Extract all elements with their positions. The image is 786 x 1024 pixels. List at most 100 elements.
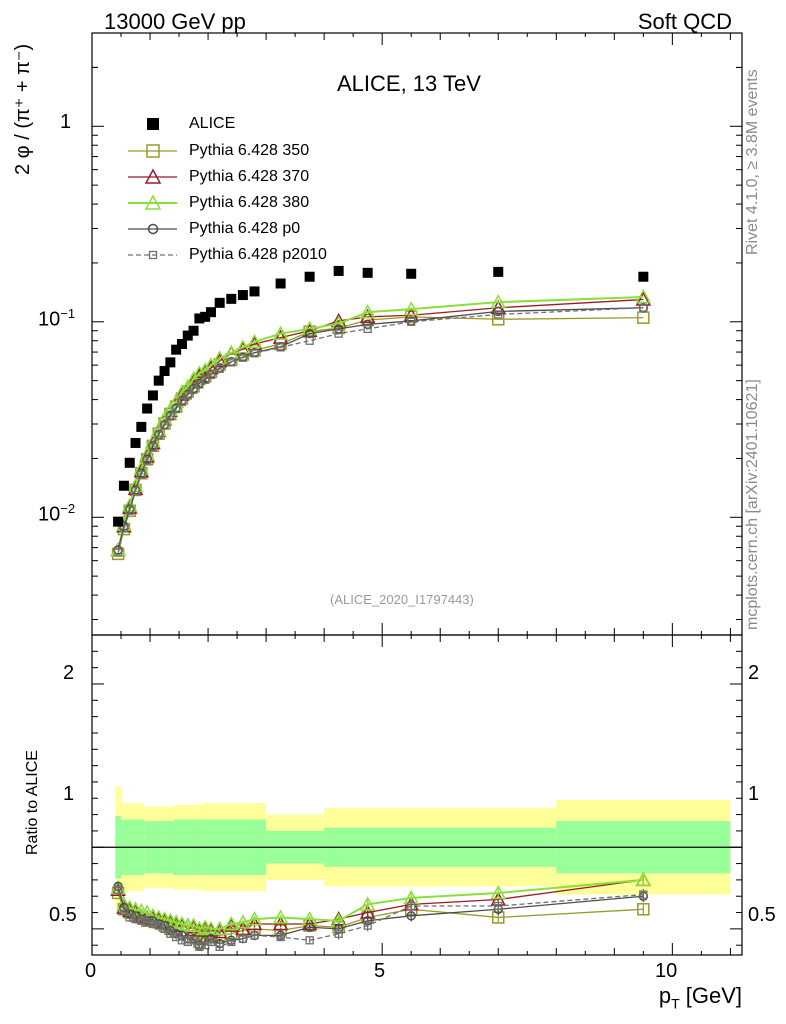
ratio-point-0-27 [637,903,650,916]
alice-point-24 [362,267,373,278]
main-line-3 [117,307,644,551]
main-point-4-26 [494,310,503,319]
main-point-4-18 [227,358,236,367]
ratio-point-4-22 [305,936,314,945]
main-point-4-15 [201,375,210,384]
legend-label-380: Pythia 6.428 380 [189,194,310,211]
main-point-0-20 [248,344,261,357]
ratio-point-4-11 [177,936,187,945]
main-point-2-20 [246,333,263,349]
alice-point-19 [237,290,248,301]
main-point-4-4 [137,470,146,479]
alice-point-14 [194,313,205,324]
main-y-tick-0.01: 10−2 [38,501,75,527]
alice-point-18 [226,293,237,304]
alice-point-11 [176,338,187,349]
ratio-point-4-3 [131,914,140,924]
ratio-point-4-5 [142,918,152,927]
main-y-axis-label: 2 φ / (π⁺ + π⁻) [12,43,34,175]
legend-label-p2010: Pythia 6.428 p2010 [189,246,327,263]
main-point-4-10 [172,404,181,414]
ratio-frame [91,634,743,956]
ratio-point-4-0 [113,885,123,894]
main-point-1-27 [635,291,652,306]
alice-point-21 [275,278,286,289]
ratio-point-2-13 [185,917,202,932]
ratio-point-4-19 [238,934,248,943]
ratio-point-3-25 [406,911,416,921]
ratio-uncertainty-band [92,786,742,908]
ratio-point-4-17 [215,942,224,951]
alice-point-4 [136,421,147,432]
analysis-id: (ALICE_2020_I1797443) [330,592,474,607]
alice-point-27 [638,271,649,282]
main-point-1-23 [330,312,347,328]
alice-point-17 [214,297,225,308]
ratio-series [110,871,652,951]
ratio-y-tick-0.5-right: 0.5 [748,904,776,926]
ratio-point-4-6 [148,919,158,929]
main-point-4-27 [639,303,648,312]
ratio-y-tick-2: 2 [63,662,75,684]
legend-label-350: Pythia 6.428 350 [189,142,310,159]
plot-title: ALICE, 13 TeV [337,71,481,96]
ratio-y-axis-label: Ratio to ALICE [24,750,41,855]
energy-header: 13000 GeV pp [104,9,246,34]
ratio-point-4-13 [189,936,198,945]
alice-point-5 [142,403,153,414]
alice-point-20 [249,286,260,297]
x-label-unit: [GeV] [679,983,742,1008]
ratio-point-4-4 [137,916,146,925]
ratio-point-4-1 [119,906,129,916]
alice-point-8 [159,366,170,377]
alice-point-22 [304,271,315,282]
main-point-4-22 [305,336,314,345]
legend-markers [128,118,177,260]
main-point-4-25 [407,317,416,326]
x-axis-label: pT [GeV] [659,983,742,1011]
alice-point-3 [130,437,141,448]
ratio-point-4-8 [160,924,169,934]
main-point-4-11 [177,397,187,406]
legend-label-p0: Pythia 6.428 p0 [189,220,301,237]
main-y-tick-0.1-base: 10 [38,308,61,331]
ratio-y-tick-0.5: 0.5 [49,904,77,926]
alice-point-13 [188,325,199,336]
x-tick-10: 10 [655,960,678,982]
main-point-4-16 [206,370,216,380]
main-point-2-24 [359,304,376,319]
main-point-2-27 [635,288,652,304]
main-y-tick-0.1: 10−1 [38,306,75,332]
main-point-4-6 [148,443,158,452]
ratio-point-2-19 [235,914,251,929]
main-point-2-25 [403,301,419,316]
main-line-4 [117,307,644,553]
main-point-0-25 [404,310,418,324]
main-y-tick-0.01-exp: −2 [60,501,76,516]
ratio-y-tick-2-right: 2 [748,662,760,684]
main-point-4-12 [183,391,192,400]
alice-point-15 [200,311,211,322]
ratio-point-2-24 [359,896,376,911]
main-point-4-2 [125,506,134,515]
ratio-point-4-21 [276,932,285,942]
main-series [110,265,652,561]
main-point-2-21 [272,325,289,340]
main-point-4-9 [166,412,175,421]
legend-marker-5 [148,250,158,260]
ratio-point-1-14 [191,922,208,937]
alice-point-0 [113,516,124,527]
main-y-tick-1: 1 [60,111,72,133]
x-label-sub: T [671,995,680,1012]
ratio-point-4-20 [250,931,259,940]
ratio-point-3-22 [304,922,315,932]
main-point-4-24 [363,324,372,334]
main-point-4-19 [238,353,248,362]
main-y-tick-0.1-exp: −1 [60,306,76,321]
main-point-4-0 [113,548,123,557]
ratio-point-4-12 [183,937,192,947]
ratio-point-4-25 [407,901,416,911]
ratio-point-4-14 [195,942,204,951]
alice-point-10 [171,344,182,355]
